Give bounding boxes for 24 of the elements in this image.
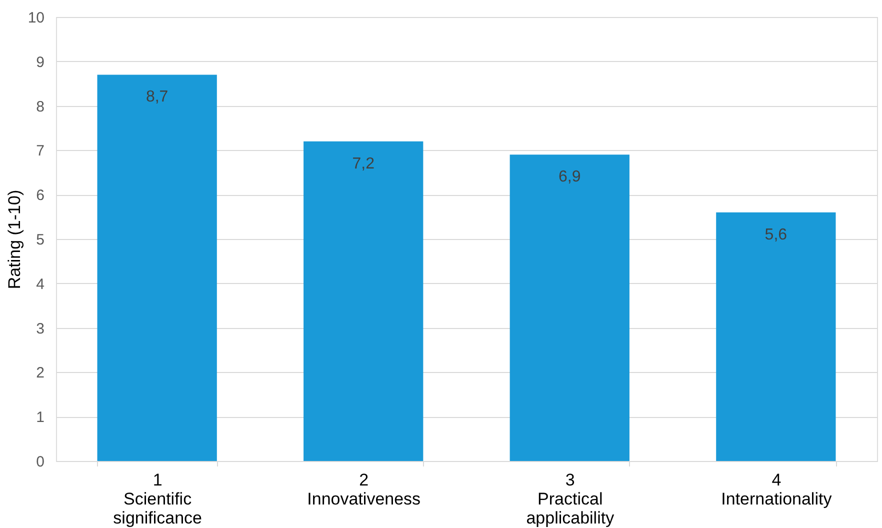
x-tick-label: 1 Scientific significance [113,470,202,528]
y-tick-label: 9 [36,54,44,71]
x-tick-label: 4 Internationality [721,470,832,508]
bar [97,74,217,461]
data-label: 6,9 [558,168,581,186]
bar [304,141,424,461]
data-label: 8,7 [146,88,168,106]
y-axis-title: Rating (1-10) [4,190,24,290]
y-tick-label: 0 [36,454,44,470]
data-label: 5,6 [764,226,788,244]
y-tick-label: 6 [36,187,44,204]
bar [716,212,836,461]
y-tick-label: 7 [36,142,44,160]
y-tick-label: 4 [36,276,44,293]
y-tick-label: 10 [28,10,44,26]
data-label: 7,2 [352,155,375,172]
y-tick-label: 8 [36,98,44,116]
y-tick-label: 3 [36,320,44,338]
y-tick-label: 2 [36,364,44,382]
y-tick-label: 1 [36,409,44,426]
y-tick-label: 5 [36,232,44,248]
bar [510,154,630,461]
x-tick-label: 3 Practical applicability [526,470,615,528]
x-tick-label: 2 Innovativeness [307,470,421,508]
